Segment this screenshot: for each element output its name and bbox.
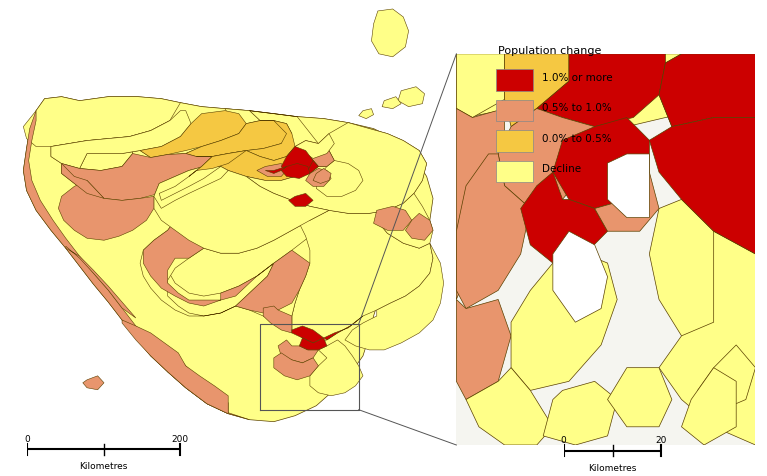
Polygon shape (225, 109, 426, 214)
Text: 0.0% to 0.5%: 0.0% to 0.5% (542, 134, 612, 144)
Polygon shape (80, 103, 260, 171)
Polygon shape (521, 173, 607, 264)
Polygon shape (154, 167, 228, 209)
Polygon shape (659, 55, 755, 128)
Polygon shape (140, 221, 299, 330)
Polygon shape (274, 353, 318, 380)
Polygon shape (23, 98, 433, 422)
Polygon shape (154, 167, 329, 254)
Polygon shape (377, 194, 433, 248)
Text: 0.5% to 1.0%: 0.5% to 1.0% (542, 103, 612, 113)
Polygon shape (382, 98, 401, 109)
Polygon shape (61, 154, 212, 201)
FancyBboxPatch shape (496, 70, 533, 91)
Polygon shape (553, 118, 650, 209)
Polygon shape (23, 98, 186, 147)
Polygon shape (374, 207, 412, 231)
FancyBboxPatch shape (496, 161, 533, 183)
Polygon shape (406, 214, 433, 241)
Polygon shape (51, 137, 133, 171)
Polygon shape (168, 353, 228, 414)
Polygon shape (543, 382, 617, 445)
FancyBboxPatch shape (496, 100, 533, 122)
Polygon shape (61, 164, 104, 199)
Polygon shape (345, 244, 443, 350)
Polygon shape (143, 221, 274, 307)
Polygon shape (682, 368, 736, 445)
Polygon shape (324, 317, 363, 340)
Text: 1.0% or more: 1.0% or more (542, 73, 613, 83)
Polygon shape (51, 111, 191, 169)
Polygon shape (287, 161, 318, 177)
Polygon shape (398, 88, 424, 108)
Polygon shape (456, 55, 755, 128)
Text: 0: 0 (561, 435, 567, 444)
Polygon shape (310, 340, 363, 396)
Polygon shape (295, 134, 334, 159)
Polygon shape (160, 167, 221, 201)
Polygon shape (23, 111, 249, 420)
Polygon shape (168, 211, 348, 297)
Polygon shape (313, 169, 331, 184)
Text: 200: 200 (172, 434, 189, 443)
Polygon shape (537, 55, 666, 128)
Polygon shape (607, 368, 672, 427)
Polygon shape (316, 161, 363, 197)
Polygon shape (511, 255, 617, 391)
Polygon shape (594, 173, 659, 232)
Polygon shape (235, 251, 310, 313)
Polygon shape (263, 307, 292, 333)
Polygon shape (359, 109, 374, 119)
Polygon shape (189, 151, 246, 177)
Polygon shape (456, 155, 530, 309)
Polygon shape (257, 164, 287, 177)
Polygon shape (505, 55, 569, 128)
Polygon shape (246, 123, 426, 214)
Polygon shape (456, 300, 511, 400)
Polygon shape (246, 121, 295, 161)
Polygon shape (607, 155, 650, 218)
Polygon shape (292, 326, 324, 343)
Polygon shape (140, 111, 246, 158)
Polygon shape (456, 109, 505, 300)
Polygon shape (66, 247, 136, 318)
Polygon shape (553, 232, 607, 323)
Polygon shape (659, 232, 755, 445)
Polygon shape (295, 141, 334, 167)
Polygon shape (196, 147, 313, 181)
Text: Kilometres: Kilometres (588, 463, 637, 472)
Text: Population change: Population change (498, 46, 601, 56)
Text: Kilometres: Kilometres (79, 461, 128, 470)
Polygon shape (281, 147, 318, 177)
Polygon shape (456, 55, 505, 118)
Polygon shape (265, 167, 287, 174)
Polygon shape (371, 10, 409, 58)
Polygon shape (650, 200, 755, 368)
Text: 20: 20 (656, 435, 667, 444)
Polygon shape (698, 345, 755, 413)
Polygon shape (83, 376, 104, 390)
FancyBboxPatch shape (496, 131, 533, 152)
Polygon shape (186, 121, 292, 157)
Polygon shape (281, 164, 310, 179)
Polygon shape (299, 338, 327, 350)
Polygon shape (306, 169, 331, 187)
Polygon shape (499, 109, 594, 209)
Polygon shape (288, 194, 313, 207)
Text: 0: 0 (24, 434, 30, 443)
Polygon shape (58, 181, 154, 241)
Text: Decline: Decline (542, 164, 581, 174)
Polygon shape (659, 55, 755, 128)
Polygon shape (466, 368, 553, 445)
Polygon shape (650, 118, 755, 255)
Polygon shape (292, 211, 433, 343)
Polygon shape (122, 320, 228, 414)
Polygon shape (278, 340, 318, 363)
